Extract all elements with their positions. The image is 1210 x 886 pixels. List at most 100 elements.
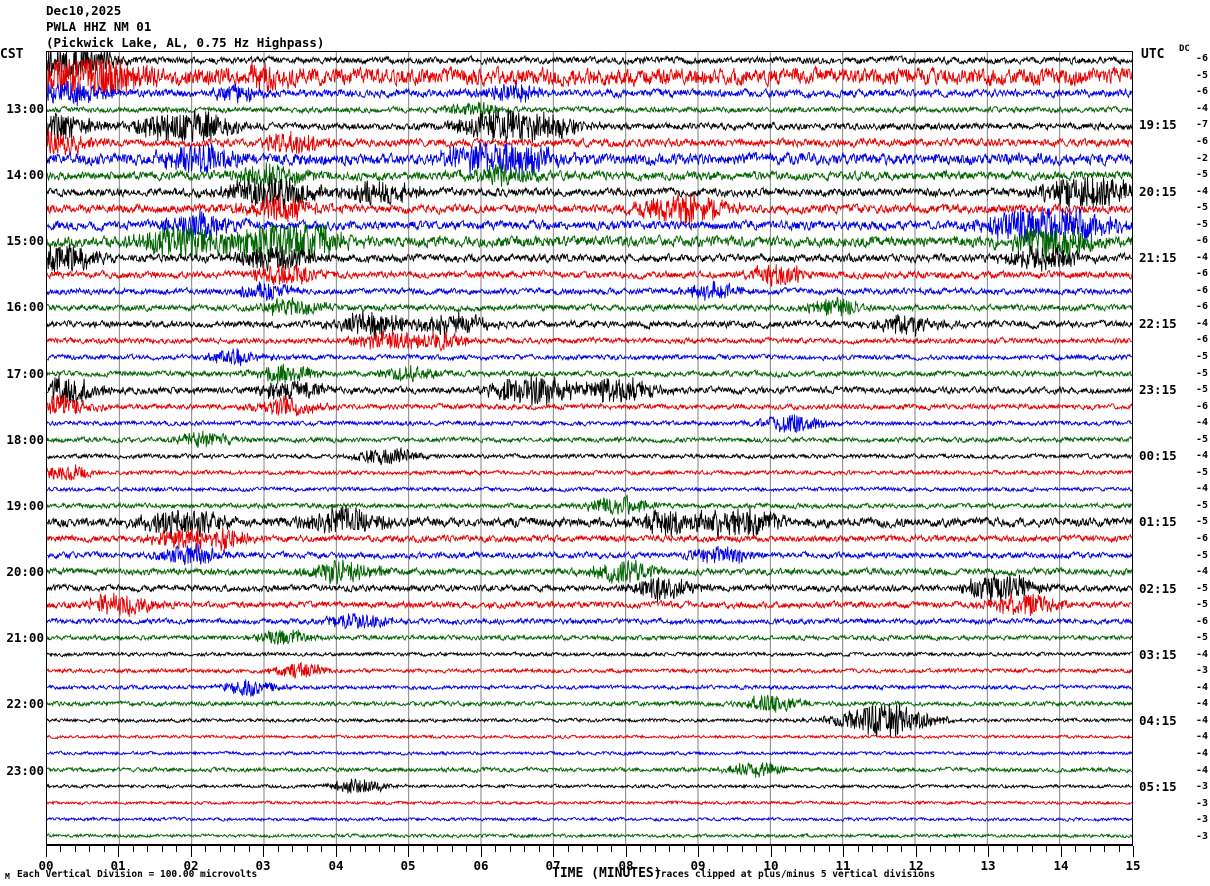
x-tick-label-10: 10	[763, 858, 779, 873]
x-minor-tick	[887, 846, 888, 852]
x-minor-tick	[524, 846, 525, 852]
x-tick-label-07: 07	[545, 858, 561, 873]
trace-1415-black	[47, 176, 1132, 209]
trace-1915-black	[47, 505, 1132, 539]
trace-1445-blue	[47, 208, 1132, 242]
trace-1245-blue	[47, 81, 1132, 106]
x-tick-label-02: 02	[183, 858, 199, 873]
trace-2100-green	[47, 630, 1132, 645]
trace-1500-green	[47, 225, 1132, 259]
left-hour-label-1700: 17:00	[6, 365, 44, 381]
x-tick-label-09: 09	[690, 858, 706, 873]
x-tick-label-04: 04	[328, 858, 344, 873]
x-tick-label-01: 01	[110, 858, 126, 873]
left-hour-label-1900: 19:00	[6, 497, 44, 513]
x-minor-tick	[742, 846, 743, 852]
trace-2230-red	[47, 735, 1132, 739]
right-hour-label-1915: 19:15	[1139, 117, 1177, 133]
dc-value-2115: -4	[1195, 648, 1208, 660]
dc-value-1330: -6	[1195, 135, 1208, 147]
trace-1745-blue	[47, 414, 1132, 432]
right-hour-label-0215: 02:15	[1139, 580, 1177, 596]
trace-1715-black	[47, 375, 1132, 406]
trace-0000-green	[47, 834, 1132, 838]
x-axis-title: TIME (MINUTES)	[552, 866, 662, 881]
dc-value-2330: -3	[1195, 797, 1208, 809]
x-major-tick-12	[916, 846, 917, 857]
x-major-tick-04	[336, 846, 337, 857]
x-minor-tick	[684, 846, 685, 852]
x-minor-tick	[466, 846, 467, 852]
dc-value-2145: -4	[1195, 681, 1208, 693]
x-major-tick-13	[988, 846, 989, 857]
x-minor-tick	[872, 846, 873, 852]
dc-value-0000: -3	[1195, 830, 1208, 842]
trace-2245-blue	[47, 751, 1132, 755]
x-tick-label-12: 12	[908, 858, 924, 873]
x-minor-tick	[785, 846, 786, 852]
x-major-tick-09	[698, 846, 699, 857]
x-minor-tick	[394, 846, 395, 852]
x-minor-tick	[452, 846, 453, 852]
x-minor-tick	[1104, 846, 1105, 852]
dc-value-1800: -5	[1195, 433, 1208, 445]
dc-value-1430: -5	[1195, 202, 1208, 214]
dc-value-1645: -5	[1195, 351, 1208, 363]
trace-2200-green	[47, 695, 1132, 713]
trace-1645-blue	[47, 348, 1132, 366]
footer-scale-note: Each Vertical Division = 100.00 microvol…	[17, 869, 258, 880]
x-minor-tick	[1003, 846, 1004, 852]
dc-value-2130: -3	[1195, 665, 1208, 677]
x-minor-tick	[669, 846, 670, 852]
x-minor-tick	[147, 846, 148, 852]
left-hour-label-2200: 22:00	[6, 696, 44, 712]
x-major-tick-06	[481, 846, 482, 857]
dc-value-2000: -4	[1195, 566, 1208, 578]
trace-1315-black	[47, 109, 1132, 143]
trace-1600-green	[47, 297, 1132, 317]
x-minor-tick	[75, 846, 76, 852]
header-description: (Pickwick Lake, AL, 0.75 Hz Highpass)	[46, 35, 325, 50]
dc-value-1730: -6	[1195, 400, 1208, 412]
dc-value-2315: -3	[1195, 781, 1208, 793]
dc-value-1500: -6	[1195, 235, 1208, 247]
x-minor-tick	[800, 846, 801, 852]
dc-value-2045: -6	[1195, 615, 1208, 627]
x-minor-tick	[1046, 846, 1047, 852]
x-minor-tick	[756, 846, 757, 852]
trace-1300-green	[47, 102, 1132, 118]
x-major-tick-11	[843, 846, 844, 857]
trace-1430-red	[47, 194, 1132, 226]
x-tick-label-14: 14	[1053, 858, 1069, 873]
x-minor-tick	[539, 846, 540, 852]
dc-value-1245: -6	[1195, 86, 1208, 98]
dc-value-1215: -6	[1195, 53, 1208, 65]
trace-1900-green	[47, 495, 1132, 515]
x-tick-label-11: 11	[835, 858, 851, 873]
right-hour-label-2215: 22:15	[1139, 315, 1177, 331]
x-minor-tick	[176, 846, 177, 852]
dc-value-1745: -4	[1195, 417, 1208, 429]
trace-1230-red	[47, 60, 1132, 94]
seismogram-plot-area	[46, 51, 1133, 845]
dc-value-1600: -6	[1195, 301, 1208, 313]
dc-value-1900: -5	[1195, 499, 1208, 511]
x-minor-tick	[582, 846, 583, 852]
x-minor-tick	[945, 846, 946, 852]
trace-1345-blue	[47, 142, 1132, 176]
x-minor-tick	[365, 846, 366, 852]
dc-value-1300: -4	[1195, 102, 1208, 114]
dc-value-2200: -4	[1195, 698, 1208, 710]
trace-1945-blue	[47, 543, 1132, 565]
x-minor-tick	[437, 846, 438, 852]
dc-value-1515: -4	[1195, 251, 1208, 263]
dc-value-2215: -4	[1195, 714, 1208, 726]
right-hour-label-2115: 21:15	[1139, 249, 1177, 265]
trace-1830-red	[47, 464, 1132, 480]
trace-1400-green	[47, 162, 1132, 187]
x-minor-tick	[350, 846, 351, 852]
x-minor-tick	[220, 846, 221, 852]
dc-value-2300: -4	[1195, 764, 1208, 776]
dc-value-1615: -4	[1195, 317, 1208, 329]
